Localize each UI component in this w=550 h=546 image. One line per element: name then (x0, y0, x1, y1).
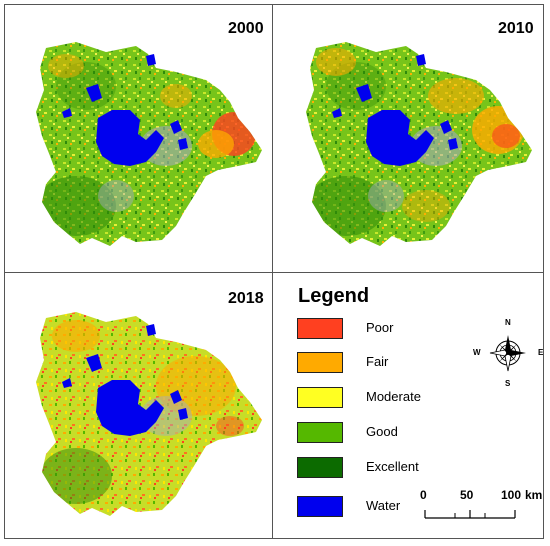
map-year-label: 2018 (228, 290, 264, 307)
legend-item-excellent: Excellent (297, 457, 457, 479)
compass-north-label: N (505, 318, 511, 327)
legend-item-fair: Fair (297, 352, 457, 374)
compass-rose-icon (489, 335, 526, 372)
scale-bar: 0 50 100 km (418, 488, 548, 528)
legend-swatch (297, 352, 343, 373)
legend-swatch (297, 422, 343, 443)
scale-unit-label: km (525, 488, 543, 502)
scale-tick-label: 0 (420, 488, 427, 502)
legend-label: Fair (366, 354, 389, 369)
legend-item-poor: Poor (297, 318, 457, 340)
scale-tick-label: 100 (501, 488, 522, 502)
legend-swatch (297, 496, 343, 517)
legend-swatch (297, 318, 343, 339)
legend-item-moderate: Moderate (297, 387, 457, 409)
scale-bar-lines (424, 510, 516, 519)
legend-label: Poor (366, 320, 394, 335)
panel-divider-vertical (272, 4, 273, 539)
region-map-2018 (6, 276, 270, 540)
legend-label: Water (366, 498, 401, 513)
legend-item-good: Good (297, 422, 457, 444)
scale-tick-label: 50 (460, 488, 474, 502)
map-panel-2000: 2000 (6, 6, 270, 270)
legend-label: Excellent (366, 459, 419, 474)
legend-item-water: Water (297, 496, 457, 518)
map-year-label: 2000 (228, 20, 264, 37)
figure-frame (4, 4, 544, 539)
region-map-2000 (6, 6, 270, 270)
legend-title: Legend (298, 285, 370, 307)
compass-west-label: W (473, 348, 481, 357)
compass-south-label: S (505, 379, 511, 388)
map-panel-2018: 2018 (6, 276, 270, 540)
legend-swatch (297, 387, 343, 408)
panel-divider-horizontal (4, 272, 544, 273)
region-map-2010 (276, 6, 540, 270)
legend-label: Good (366, 424, 398, 439)
map-year-label: 2010 (498, 20, 534, 37)
legend-label: Moderate (366, 389, 421, 404)
map-panel-2010: 2010 (276, 6, 540, 270)
north-arrow-compass: N S W E (470, 318, 550, 388)
compass-east-label: E (538, 348, 544, 357)
legend-swatch (297, 457, 343, 478)
